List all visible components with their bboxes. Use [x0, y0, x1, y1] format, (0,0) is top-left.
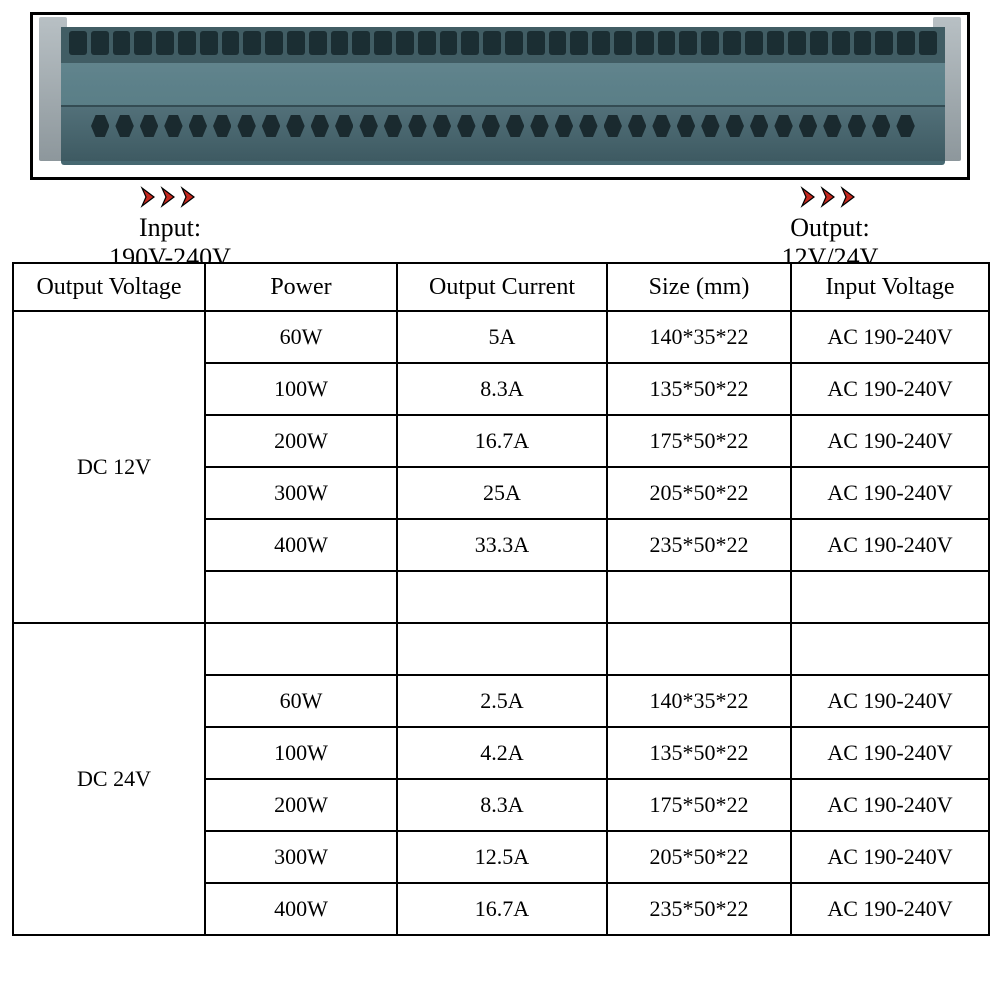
cell-current: 4.2A — [397, 727, 607, 779]
cell-input: AC 190-240V — [791, 727, 989, 779]
cell-current: 12.5A — [397, 831, 607, 883]
cell-input: AC 190-240V — [791, 675, 989, 727]
cell-size: 235*50*22 — [607, 519, 791, 571]
cell-size: 135*50*22 — [607, 363, 791, 415]
chevron-right-icon — [840, 186, 860, 208]
product-image-frame — [30, 12, 970, 180]
cell-power: 300W — [205, 467, 397, 519]
output-block: Output: 12V/24V — [720, 186, 940, 273]
cell-size: 175*50*22 — [607, 415, 791, 467]
cell-input: AC 190-240V — [791, 311, 989, 363]
cell-input: AC 190-240V — [791, 363, 989, 415]
chevron-right-icon — [800, 186, 820, 208]
voltage-cell: DC 12V — [13, 311, 205, 623]
table-header-row: Output Voltage Power Output Current Size… — [13, 263, 989, 311]
cell-size: 140*35*22 — [607, 675, 791, 727]
chevron-right-icon — [820, 186, 840, 208]
cell-current: 16.7A — [397, 415, 607, 467]
spec-table: Output Voltage Power Output Current Size… — [12, 262, 990, 936]
cell-power — [205, 571, 397, 623]
input-label: Input: — [60, 213, 280, 243]
cell-size — [607, 623, 791, 675]
cell-power: 400W — [205, 519, 397, 571]
output-label: Output: — [720, 213, 940, 243]
cell-size: 140*35*22 — [607, 311, 791, 363]
cell-size: 205*50*22 — [607, 831, 791, 883]
cell-input: AC 190-240V — [791, 415, 989, 467]
voltage-cell: DC 24V — [13, 623, 205, 935]
input-block: Input: 190V-240V — [60, 186, 280, 273]
io-labels-row: Input: 190V-240V Output: 12V/24V — [0, 186, 1000, 262]
cell-power: 200W — [205, 779, 397, 831]
psu-side-vents — [91, 115, 915, 137]
col-output-current: Output Current — [397, 263, 607, 311]
chevron-right-icon — [160, 186, 180, 208]
chevron-right-icon — [180, 186, 200, 208]
cell-current — [397, 623, 607, 675]
cell-size: 205*50*22 — [607, 467, 791, 519]
cell-power: 400W — [205, 883, 397, 935]
col-size: Size (mm) — [607, 263, 791, 311]
cell-current — [397, 571, 607, 623]
cell-current: 8.3A — [397, 779, 607, 831]
cell-current: 5A — [397, 311, 607, 363]
col-input-voltage: Input Voltage — [791, 263, 989, 311]
table-row: DC 24V — [13, 623, 989, 675]
cell-input: AC 190-240V — [791, 779, 989, 831]
cell-current: 16.7A — [397, 883, 607, 935]
col-power: Power — [205, 263, 397, 311]
table-row: DC 12V60W5A140*35*22AC 190-240V — [13, 311, 989, 363]
chevron-right-icon — [140, 186, 160, 208]
cell-input: AC 190-240V — [791, 831, 989, 883]
cell-power — [205, 623, 397, 675]
chevron-right-icon — [800, 186, 860, 208]
cell-input — [791, 571, 989, 623]
cell-power: 100W — [205, 363, 397, 415]
cell-power: 60W — [205, 675, 397, 727]
cell-power: 200W — [205, 415, 397, 467]
cell-input: AC 190-240V — [791, 883, 989, 935]
cell-input — [791, 623, 989, 675]
col-output-voltage: Output Voltage — [13, 263, 205, 311]
cell-current: 8.3A — [397, 363, 607, 415]
cell-current: 33.3A — [397, 519, 607, 571]
chevron-right-icon — [140, 186, 200, 208]
cell-size: 135*50*22 — [607, 727, 791, 779]
cell-current: 2.5A — [397, 675, 607, 727]
cell-current: 25A — [397, 467, 607, 519]
cell-size — [607, 571, 791, 623]
cell-input: AC 190-240V — [791, 519, 989, 571]
cell-power: 300W — [205, 831, 397, 883]
psu-top-vents — [61, 27, 945, 63]
cell-size: 175*50*22 — [607, 779, 791, 831]
cell-power: 60W — [205, 311, 397, 363]
cell-power: 100W — [205, 727, 397, 779]
cell-input: AC 190-240V — [791, 467, 989, 519]
cell-size: 235*50*22 — [607, 883, 791, 935]
psu-body — [61, 27, 945, 165]
